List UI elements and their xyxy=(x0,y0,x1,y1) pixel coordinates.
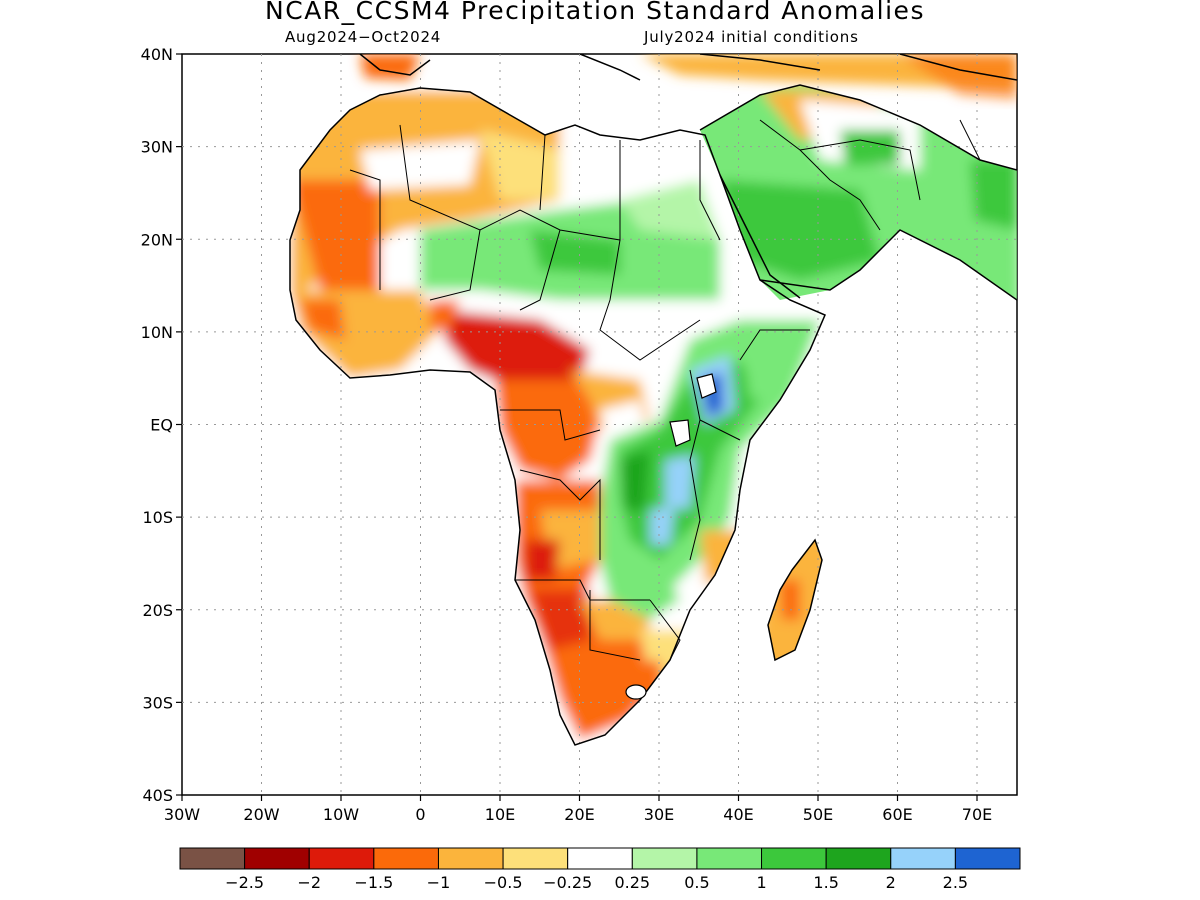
lon-tick-label: 50E xyxy=(803,805,833,824)
colorbar-label: 2 xyxy=(886,873,896,892)
colorbar-label: −0.5 xyxy=(484,873,523,892)
lakes xyxy=(625,373,717,700)
colorbar-swatch xyxy=(825,847,892,870)
colorbar-swatch xyxy=(954,847,1021,870)
lon-tick-label: 10E xyxy=(485,805,515,824)
colorbar: −2.5 −2 −1.5 −1 −0.5 −0.25 0.25 0.5 1 1.5 2 2.5 xyxy=(179,847,1021,892)
lon-tick-label: 70E xyxy=(962,805,992,824)
lat-tick-label: 30N xyxy=(141,138,173,157)
colorbar-label: −2 xyxy=(297,873,321,892)
lat-tick-label: 40S xyxy=(142,786,173,805)
colorbar-swatch xyxy=(308,847,375,870)
colorbar-swatch xyxy=(696,847,763,870)
lon-tick-label: 10W xyxy=(323,805,359,824)
longitude-axis: 30W 20W 10W 0 10E 20E 30E 40E 50E 60E 70E xyxy=(164,795,992,824)
colorbar-label: −2.5 xyxy=(225,873,264,892)
lon-tick-label: 60E xyxy=(882,805,912,824)
lat-tick-label: 30S xyxy=(142,693,173,712)
colorbar-label: 2.5 xyxy=(943,873,968,892)
congo-dry xyxy=(495,380,600,480)
country-borders xyxy=(349,119,981,661)
lat-tick-label: EQ xyxy=(150,416,173,435)
colorbar-swatch xyxy=(890,847,956,870)
colorbar-swatch xyxy=(761,847,827,870)
lon-tick-label: 0 xyxy=(415,805,425,824)
lat-tick-label: 40N xyxy=(141,45,173,64)
colorbar-label: 1 xyxy=(756,873,766,892)
colorbar-label: −1.5 xyxy=(354,873,393,892)
coastlines xyxy=(289,54,1017,746)
lat-tick-label: 20N xyxy=(141,230,173,249)
lon-tick-label: 20W xyxy=(243,805,279,824)
map-title: NCAR_CCSM4 Precipitation Standard Anomal… xyxy=(265,0,925,25)
colorbar-label: 0.5 xyxy=(684,873,709,892)
lon-tick-label: 20E xyxy=(564,805,594,824)
initial-conditions-subtitle: July2024 initial conditions xyxy=(644,28,859,46)
colorbar-swatch xyxy=(502,847,569,870)
gulf-of-guinea-dry xyxy=(440,310,590,390)
latitude-axis: 40N 30N 20N 10N EQ 10S 20S 30S 40S xyxy=(141,45,182,805)
grid-lines xyxy=(182,54,1017,795)
lon-tick-label: 30E xyxy=(644,805,674,824)
season-subtitle: Aug2024−Oct2024 xyxy=(285,28,442,46)
lat-tick-label: 10S xyxy=(142,508,173,527)
colorbar-label: −0.25 xyxy=(543,873,592,892)
colorbar-label: 0.25 xyxy=(614,873,650,892)
lon-tick-label: 40E xyxy=(723,805,753,824)
colorbar-swatch xyxy=(373,847,439,870)
lat-tick-label: 20S xyxy=(142,601,173,620)
colorbar-label: 1.5 xyxy=(813,873,838,892)
lat-tick-label: 10N xyxy=(141,323,173,342)
colorbar-swatch xyxy=(631,847,698,870)
colorbar-swatch xyxy=(437,847,504,870)
colorbar-swatch xyxy=(179,847,246,870)
colorbar-label: −1 xyxy=(427,873,451,892)
colorbar-swatch xyxy=(567,847,633,870)
colorbar-swatch xyxy=(244,847,310,870)
lon-tick-label: 30W xyxy=(164,805,200,824)
